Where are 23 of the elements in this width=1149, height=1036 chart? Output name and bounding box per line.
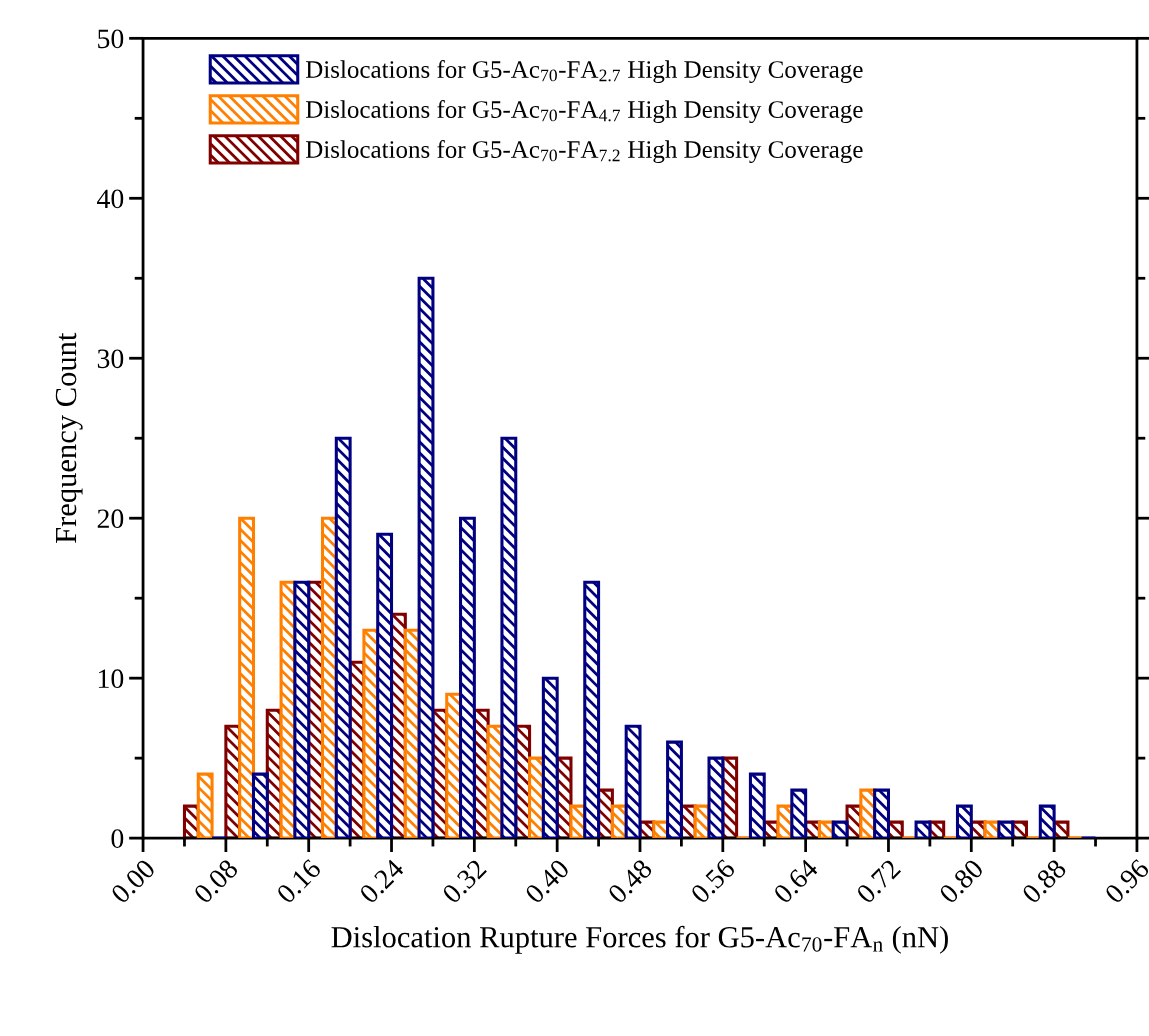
y-tick-label: 0 — [111, 829, 124, 849]
y-tick-label: 50 — [98, 29, 124, 49]
x-tick-label: 0.00 — [109, 858, 157, 905]
x-tick-label: 0.64 — [772, 857, 820, 905]
x-tick-label: 0.88 — [1021, 858, 1068, 905]
x-tick-label: 0.72 — [855, 858, 902, 905]
legend-label: Dislocations for G5-Ac$_{70}$-FA$_{2.7}$ High Density Coverage — [305, 60, 863, 84]
x-tick-label: 0.56 — [689, 858, 737, 905]
y-tick-label: 20 — [97, 509, 124, 529]
x-tick-label: 0.48 — [606, 858, 654, 905]
x-tick-label: 0.32 — [441, 858, 488, 905]
y-axis-title: Frequency Count — [55, 332, 83, 543]
y-tick-label: 30 — [97, 349, 124, 369]
y-tick-label: 10 — [98, 669, 124, 689]
legend-label: Dislocations for G5-Ac$_{70}$-FA$_{7.2}$ High Density Coverage — [305, 140, 863, 164]
x-axis-title: Dislocation Rupture Forces for G5-Ac$_{70}$-FA$_{n}$ (nN) — [331, 925, 948, 954]
x-tick-label: 0.16 — [275, 858, 323, 905]
legend-label: Dislocations for G5-Ac$_{70}$-FA$_{4.7}$ High Density Coverage — [305, 100, 863, 124]
y-tick-label: 40 — [97, 189, 124, 209]
x-tick-label: 0.80 — [938, 858, 985, 905]
x-tick-label: 0.08 — [192, 858, 240, 905]
x-tick-label: 0.40 — [524, 858, 571, 905]
x-tick-label: 0.24 — [358, 857, 406, 905]
